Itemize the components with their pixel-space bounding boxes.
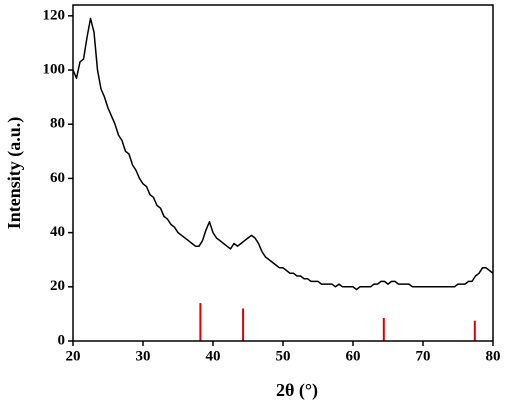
y-tick-label: 100 [43,61,66,77]
y-tick-label: 20 [50,278,65,294]
x-tick-label: 20 [66,348,81,364]
y-tick-label: 60 [50,170,65,186]
x-tick-label: 40 [206,348,221,364]
plot-frame [72,4,494,342]
y-axis-label: Intensity (a.u.) [4,117,25,230]
x-tick-label: 80 [486,348,501,364]
y-tick-label: 0 [58,332,66,348]
y-tick-label: 120 [43,7,66,23]
y-tick-label: 40 [50,224,65,240]
x-tick-label: 50 [276,348,291,364]
y-tick-label: 80 [50,116,65,132]
data-line [72,17,494,291]
x-tick-label: 60 [346,348,361,364]
x-tick-label: 70 [416,348,431,364]
x-tick-label: 30 [136,348,151,364]
x-axis-label: 2θ (°) [276,380,318,401]
